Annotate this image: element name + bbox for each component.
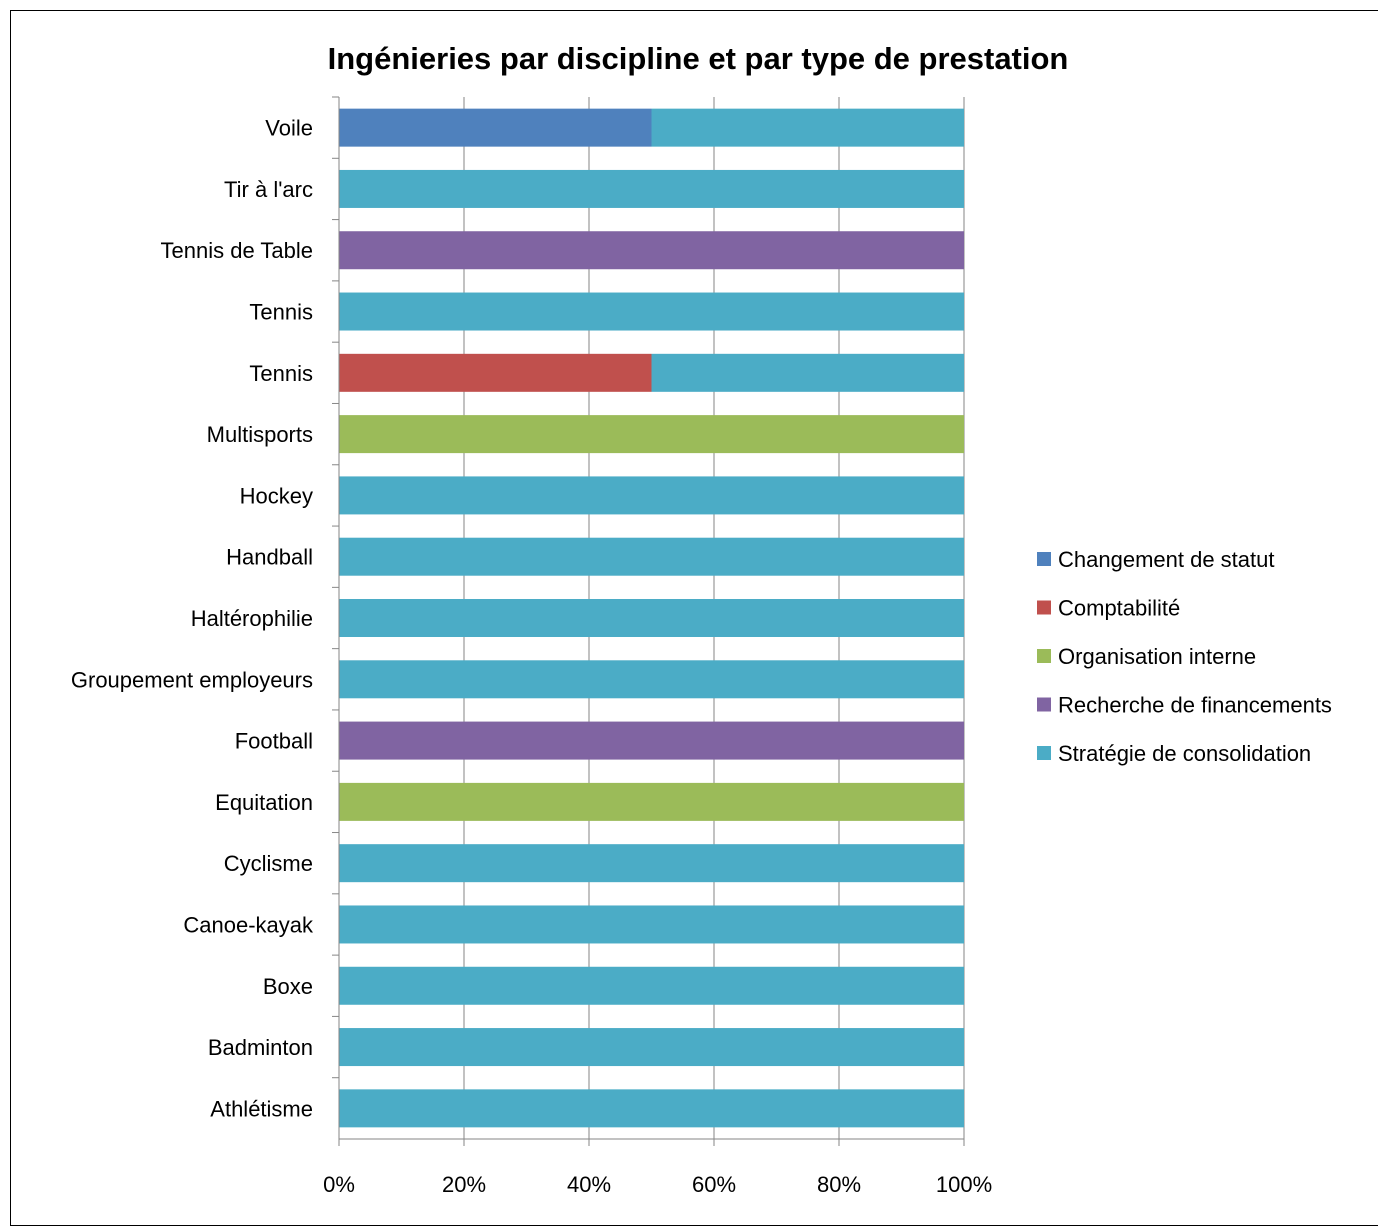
x-tick-label: 40% bbox=[567, 1172, 611, 1197]
legend-label: Recherche de financements bbox=[1058, 693, 1332, 718]
bar-area bbox=[339, 108, 964, 1128]
bar-segment bbox=[339, 169, 964, 208]
bar-segment bbox=[339, 415, 964, 454]
bar-segment bbox=[339, 844, 964, 883]
x-tick-labels: 0% 20% 40% 60% 80% 100% bbox=[323, 1172, 992, 1197]
chart-frame: Ingénieries par discipline et par type d… bbox=[10, 10, 1378, 1226]
legend-swatch bbox=[1037, 600, 1051, 615]
bar-segment bbox=[339, 1028, 964, 1067]
legend-label: Comptabilité bbox=[1058, 596, 1180, 621]
x-tick-label: 20% bbox=[442, 1172, 486, 1197]
x-tick-label: 100% bbox=[936, 1172, 992, 1197]
category-label: Canoe-kayak bbox=[183, 912, 314, 937]
legend-swatch bbox=[1037, 649, 1051, 663]
category-label: Tennis de Table bbox=[161, 238, 314, 263]
bar-segment bbox=[339, 721, 964, 760]
legend-swatch bbox=[1037, 697, 1051, 712]
category-label: Football bbox=[235, 729, 313, 754]
category-label: Boxe bbox=[263, 974, 313, 999]
category-label: Cyclisme bbox=[224, 851, 313, 876]
bar-segment bbox=[339, 660, 964, 699]
legend-label: Changement de statut bbox=[1058, 547, 1274, 572]
bar-segment bbox=[339, 108, 652, 147]
category-label: Groupement employeurs bbox=[71, 667, 313, 692]
category-label: Voile bbox=[265, 116, 313, 141]
bar-segment bbox=[339, 476, 964, 515]
bar-segment bbox=[339, 537, 964, 576]
category-label: Handball bbox=[226, 545, 313, 570]
legend-label: Organisation interne bbox=[1058, 644, 1256, 669]
category-label: Equitation bbox=[215, 790, 313, 815]
category-label: Athlétisme bbox=[210, 1096, 313, 1121]
category-label: Haltérophilie bbox=[191, 606, 313, 631]
category-label: Tennis bbox=[249, 361, 313, 386]
bar-segment bbox=[339, 353, 652, 392]
bar-segment bbox=[339, 905, 964, 944]
category-labels: Athlétisme Badminton Boxe Canoe-kayak Cyclis… bbox=[71, 116, 314, 1122]
category-label: Tennis bbox=[249, 300, 313, 325]
legend-label: Stratégie de consolidation bbox=[1058, 741, 1311, 766]
category-label: Multisports bbox=[207, 422, 313, 447]
bar-segment bbox=[339, 782, 964, 821]
bar-segment bbox=[339, 966, 964, 1005]
axes bbox=[332, 96, 965, 1146]
category-label: Tir à l'arc bbox=[224, 177, 313, 202]
bar-segment bbox=[339, 231, 964, 270]
category-label: Hockey bbox=[240, 483, 313, 508]
chart-svg: Ingénieries par discipline et par type d… bbox=[71, 41, 1332, 1197]
bar-segment bbox=[651, 353, 964, 392]
bar-segment bbox=[339, 292, 964, 331]
bar-segment bbox=[339, 1089, 964, 1128]
bar-segment bbox=[651, 108, 964, 147]
chart-title: Ingénieries par discipline et par type d… bbox=[328, 41, 1069, 76]
x-tick-label: 80% bbox=[817, 1172, 861, 1197]
x-tick-label: 0% bbox=[323, 1172, 355, 1197]
bar-segment bbox=[339, 599, 964, 637]
x-tick-label: 60% bbox=[692, 1172, 736, 1197]
category-label: Badminton bbox=[208, 1035, 313, 1060]
legend-swatch bbox=[1037, 746, 1051, 760]
legend: Changement de statut Comptabilité Organisa… bbox=[1037, 547, 1332, 766]
legend-swatch bbox=[1037, 552, 1051, 566]
